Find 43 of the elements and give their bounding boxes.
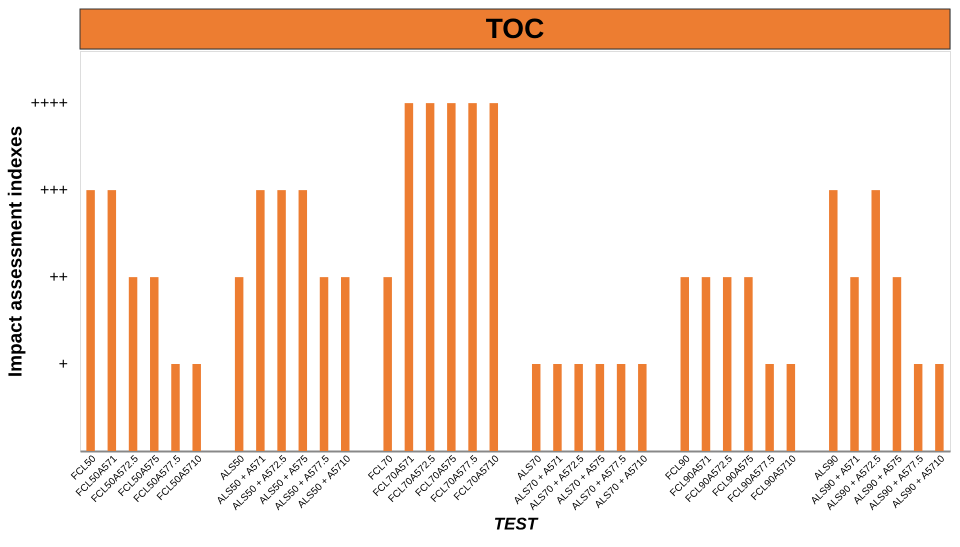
bar <box>829 190 838 451</box>
bar <box>850 277 859 451</box>
bar <box>744 277 753 451</box>
bar <box>553 364 562 451</box>
bar <box>680 277 689 451</box>
bar <box>786 364 796 451</box>
bar <box>192 364 201 451</box>
bar <box>490 103 498 451</box>
bar <box>341 277 350 451</box>
bar <box>404 103 414 451</box>
text: ++++ <box>30 95 68 112</box>
bar <box>234 277 244 451</box>
bar <box>638 364 647 451</box>
bar <box>871 190 880 451</box>
bar <box>914 364 922 451</box>
bar <box>702 277 710 451</box>
bar <box>86 190 95 451</box>
text: + <box>58 356 68 374</box>
bar <box>256 190 265 451</box>
bar <box>447 103 456 451</box>
y-axis-title: Impact assessment indexes <box>6 126 26 378</box>
bar <box>320 277 328 451</box>
bar <box>171 364 180 451</box>
bar <box>616 364 626 451</box>
bar <box>892 277 902 451</box>
bar <box>722 277 732 451</box>
bar <box>596 364 604 451</box>
bar <box>383 277 392 451</box>
x-axis-title: TEST <box>494 514 539 534</box>
bar <box>277 190 286 451</box>
bar <box>765 364 774 451</box>
bar <box>426 103 434 451</box>
bar <box>468 103 477 451</box>
bar <box>574 364 583 451</box>
text: ++ <box>49 269 68 286</box>
chart-title: TOC <box>486 13 544 44</box>
bar <box>298 190 308 451</box>
text: +++ <box>40 182 68 200</box>
bar <box>108 190 116 451</box>
bar <box>935 364 944 451</box>
bar <box>532 364 540 451</box>
bar <box>150 277 159 451</box>
bar <box>128 277 138 451</box>
